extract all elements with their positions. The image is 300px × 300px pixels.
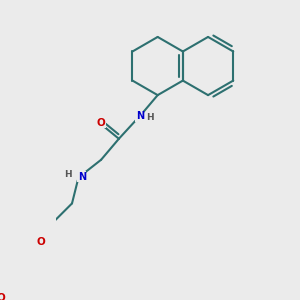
Text: N: N: [136, 111, 144, 121]
Text: N: N: [78, 172, 86, 182]
Text: O: O: [37, 237, 46, 247]
Text: O: O: [0, 292, 5, 300]
Text: H: H: [64, 170, 72, 179]
Text: H: H: [146, 113, 154, 122]
Text: O: O: [97, 118, 106, 128]
